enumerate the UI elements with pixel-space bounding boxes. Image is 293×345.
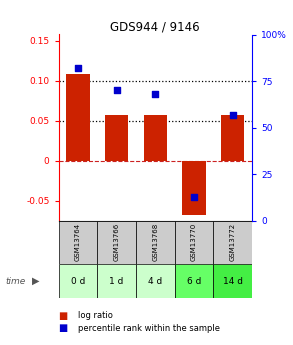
Bar bbox=[221, 115, 244, 161]
Point bbox=[153, 91, 158, 97]
Bar bbox=[59, 264, 97, 298]
Bar bbox=[213, 264, 252, 298]
Text: ■: ■ bbox=[59, 324, 68, 333]
Text: ▶: ▶ bbox=[32, 276, 40, 286]
Text: percentile rank within the sample: percentile rank within the sample bbox=[78, 324, 220, 333]
Text: 1 d: 1 d bbox=[109, 277, 124, 286]
Bar bbox=[175, 264, 213, 298]
Text: GSM13772: GSM13772 bbox=[230, 223, 236, 262]
Bar bbox=[182, 161, 206, 215]
Bar bbox=[59, 221, 97, 264]
Bar bbox=[97, 221, 136, 264]
Text: GSM13770: GSM13770 bbox=[191, 223, 197, 262]
Point bbox=[114, 88, 119, 93]
Text: 6 d: 6 d bbox=[187, 277, 201, 286]
Bar bbox=[97, 264, 136, 298]
Bar bbox=[144, 115, 167, 161]
Text: GSM13768: GSM13768 bbox=[152, 223, 158, 262]
Text: GSM13766: GSM13766 bbox=[114, 223, 120, 262]
Text: 4 d: 4 d bbox=[148, 277, 162, 286]
Bar bbox=[213, 221, 252, 264]
Bar bbox=[136, 221, 175, 264]
Bar bbox=[175, 221, 213, 264]
Text: ■: ■ bbox=[59, 311, 68, 321]
Bar bbox=[105, 115, 128, 161]
Bar bbox=[136, 264, 175, 298]
Text: time: time bbox=[6, 277, 26, 286]
Point bbox=[230, 112, 235, 117]
Text: 14 d: 14 d bbox=[223, 277, 243, 286]
Text: 0 d: 0 d bbox=[71, 277, 85, 286]
Bar bbox=[66, 75, 90, 161]
Point bbox=[76, 65, 80, 71]
Text: GSM13764: GSM13764 bbox=[75, 223, 81, 262]
Point bbox=[192, 194, 196, 199]
Title: GDS944 / 9146: GDS944 / 9146 bbox=[110, 20, 200, 33]
Text: log ratio: log ratio bbox=[78, 311, 113, 320]
